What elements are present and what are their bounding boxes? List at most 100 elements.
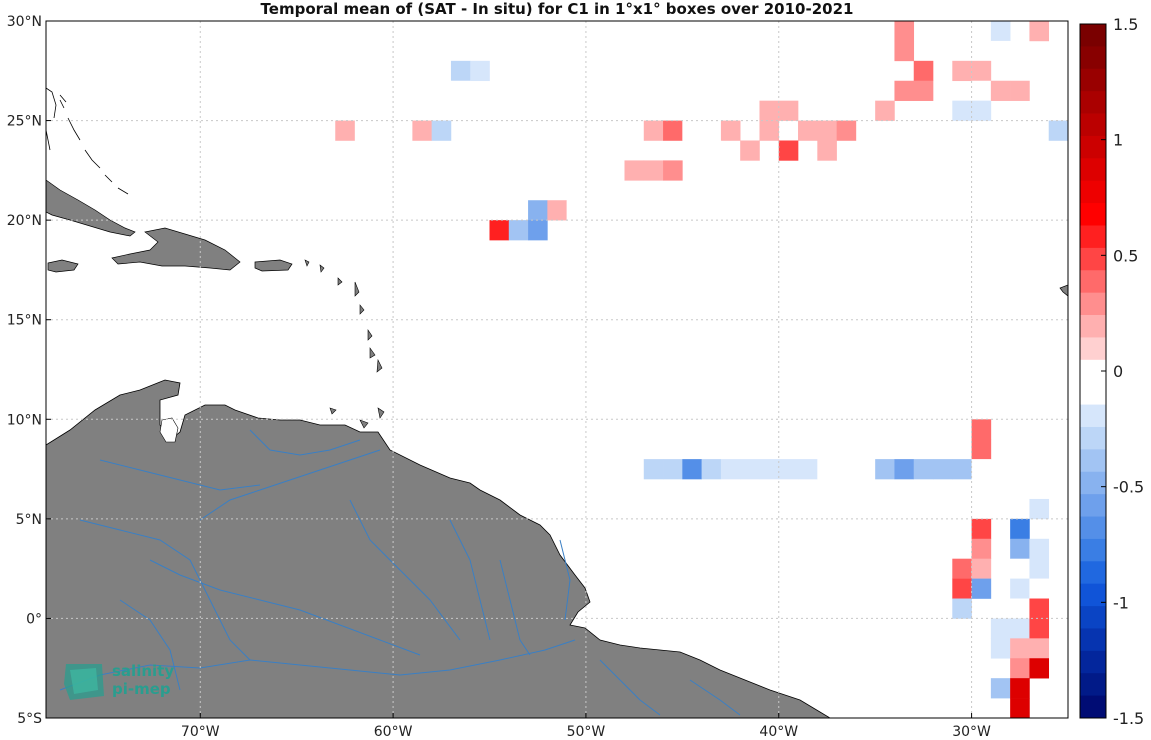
anomaly-cell [1029, 538, 1050, 559]
puerto-rico-island [254, 259, 293, 272]
anomaly-cell [528, 200, 548, 221]
anomaly-cell [855, 80, 876, 101]
anomaly-cell [740, 140, 760, 161]
colorbar-swatch [1080, 628, 1106, 652]
colorbar-swatch [1080, 135, 1106, 159]
anomaly-cell [701, 140, 722, 161]
anomaly-cell [971, 578, 992, 599]
colorbar-swatch [1080, 203, 1106, 226]
anomaly-cell [1029, 618, 1050, 639]
colorbar-swatch [1080, 471, 1106, 495]
anomaly-cell [952, 598, 972, 619]
map-frame [45, 20, 1069, 719]
anomaly-cell [894, 459, 915, 480]
anomaly-cell [971, 538, 992, 559]
anomaly-cell [1029, 558, 1050, 579]
anomaly-cell [990, 21, 1011, 42]
colorbar-swatch [1080, 359, 1106, 383]
anomaly-cell [894, 21, 915, 42]
anomaly-cell [682, 120, 702, 141]
anomaly-cell [913, 80, 934, 101]
logo-pimep-text: pi-mep [112, 680, 171, 698]
anomaly-cell [1010, 638, 1030, 659]
anomaly-cell [971, 60, 992, 82]
colorbar [1079, 23, 1107, 719]
colorbar-swatch [1080, 270, 1106, 294]
africa-coast [1059, 284, 1068, 297]
anomaly-cell [1010, 618, 1030, 639]
colorbar-tick-label: 0 [1113, 362, 1123, 381]
colorbar-swatch [1080, 561, 1106, 585]
lesser-antilles [304, 259, 385, 429]
anomaly-cell [1010, 80, 1030, 101]
salinity-pimep-logo: salinity pi-mep [64, 662, 174, 700]
jamaica-island [47, 259, 79, 273]
anomaly-cell [1029, 598, 1050, 619]
anomaly-cell [952, 100, 972, 121]
anomaly-cell [508, 220, 529, 241]
anomaly-cell [566, 120, 587, 141]
colorbar-swatch [1080, 247, 1106, 271]
lon-tick-label: 30°W [952, 724, 991, 740]
anomaly-cell [335, 120, 355, 141]
anomaly-cell [566, 180, 587, 201]
bahamas-islands [46, 87, 129, 195]
anomaly-cell [663, 120, 683, 141]
colorbar-tick-label: 1 [1113, 131, 1123, 150]
anomaly-cell [1029, 21, 1050, 42]
colorbar-tick-label: -0.5 [1113, 478, 1144, 497]
anomaly-cell [759, 120, 780, 141]
colorbar-swatch [1080, 382, 1106, 405]
anomaly-cell [489, 220, 510, 241]
anomaly-cell [913, 60, 934, 82]
anomaly-cell [875, 459, 895, 480]
anomaly-cell [971, 100, 992, 121]
anomaly-cell [798, 120, 818, 141]
anomaly-cell [547, 120, 567, 141]
colorbar-tick-label: -1.5 [1113, 709, 1144, 728]
anomaly-cell [990, 40, 1011, 62]
lat-tick-label: 30°N [7, 14, 42, 30]
anomaly-cell [952, 578, 972, 599]
anomaly-cell [933, 459, 953, 480]
anomaly-cell [971, 439, 992, 460]
anomaly-cell [971, 518, 992, 540]
anomaly-cell [913, 459, 934, 480]
anomaly-cell [1010, 558, 1030, 579]
anomaly-cell [412, 120, 432, 141]
colorbar-swatch [1080, 673, 1106, 697]
anomaly-cell [643, 160, 664, 181]
lon-tick-label: 70°W [181, 724, 220, 740]
lon-tick-label: 40°W [759, 724, 798, 740]
anomaly-cell [759, 100, 780, 121]
colorbar-swatch [1080, 695, 1106, 719]
anomaly-cell [663, 160, 683, 181]
lat-tick-label: 5°S [17, 711, 42, 727]
map-gridlines [46, 21, 1068, 718]
anomaly-cell [605, 120, 625, 141]
lat-tick-label: 5°N [16, 512, 42, 528]
lake-maracaibo [159, 417, 179, 443]
colorbar-tick-label: 0.5 [1113, 246, 1138, 265]
anomaly-cell [952, 459, 972, 480]
anomaly-cell [643, 120, 664, 141]
anomaly-cell [971, 419, 992, 440]
colorbar-swatch [1080, 426, 1106, 450]
anomaly-cell [585, 120, 606, 141]
colorbar-swatch [1080, 91, 1106, 114]
colorbar-swatch [1080, 68, 1106, 92]
colorbar-swatch [1080, 337, 1106, 361]
anomaly-cell [720, 459, 741, 480]
anomaly-cell [817, 120, 837, 141]
lat-tick-label: 10°N [7, 412, 42, 428]
anomaly-cell [1029, 479, 1050, 500]
colorbar-swatch [1080, 650, 1106, 674]
anomaly-cell [1029, 498, 1050, 520]
lat-tick-label: 20°N [7, 213, 42, 229]
lon-tick-label: 50°W [567, 724, 606, 740]
anomaly-cell [1010, 658, 1030, 679]
map-title: Temporal mean of (SAT - In situ) for C1 … [260, 0, 854, 18]
anomaly-cell [894, 80, 915, 101]
anomaly-cell [778, 140, 799, 161]
